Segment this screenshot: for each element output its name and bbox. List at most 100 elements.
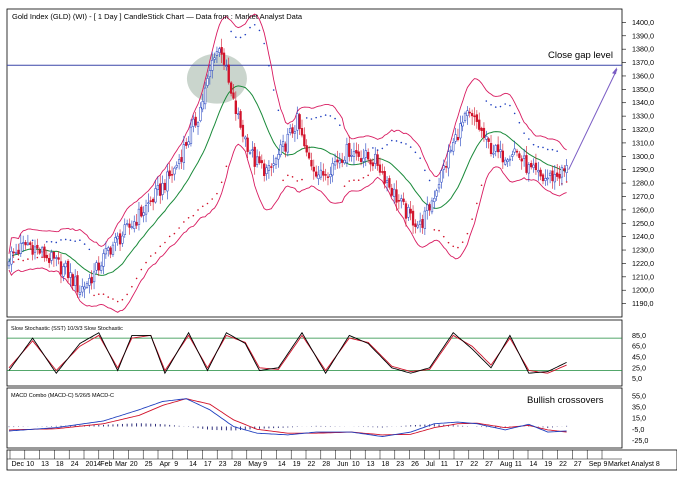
candle-body [338, 160, 341, 164]
sar-dot [339, 124, 341, 127]
candle-body [255, 156, 259, 165]
xtick-label: May [248, 461, 262, 468]
candle-body [128, 223, 131, 228]
price-ytick-label: 1280,0 [632, 179, 654, 188]
candle-body [291, 127, 294, 134]
candle-body [482, 127, 486, 138]
candle-body [43, 246, 46, 258]
candle-body [456, 137, 460, 141]
sar-dot [310, 118, 313, 120]
candle-body [206, 78, 209, 86]
candle-body [201, 101, 204, 110]
sar-dot [178, 227, 180, 229]
sar-dot [287, 174, 289, 177]
sar-dot [523, 132, 525, 134]
price-ytick-label: 1200,0 [632, 286, 654, 295]
macd-ytick-label: -5,0 [632, 425, 644, 434]
xtick-label: 24 [71, 461, 79, 468]
candle-body [229, 82, 233, 94]
xtick-label: Feb [100, 461, 112, 468]
candle-body [383, 171, 386, 184]
candle-body [104, 248, 108, 255]
candle-body [215, 51, 219, 56]
sar-dot [419, 157, 421, 159]
macd-ytick-label: 15,0 [632, 414, 646, 423]
close-gap-annotation: Close gap level [548, 50, 613, 61]
sar-dot [116, 300, 119, 303]
candle-body [298, 114, 301, 129]
sar-dot [424, 169, 426, 172]
sar-dot [509, 104, 511, 107]
sar-dot [381, 147, 384, 150]
macd-ytick-label: 55,0 [632, 391, 646, 400]
candle-body [45, 254, 48, 259]
sar-dot [372, 147, 374, 149]
sar-dot [112, 298, 114, 300]
price-ytick-label: 1400,0 [632, 18, 654, 27]
sar-dot [556, 150, 558, 152]
sar-dot [46, 240, 48, 243]
candle-body [466, 110, 469, 116]
candle-body [237, 113, 240, 115]
price-ytick-label: 1260,0 [632, 205, 654, 214]
stochastic-ytick-label: 65,0 [632, 342, 646, 351]
sar-dot [296, 180, 299, 182]
sar-dot [485, 100, 488, 102]
candle-body [48, 257, 51, 263]
stochastic-ytick-label: 85,0 [632, 331, 646, 340]
sar-dot [154, 252, 157, 254]
candle-body [378, 164, 382, 173]
xtick-label: 9 [174, 461, 178, 468]
footer-brand: Market Analyst 8 [608, 461, 660, 468]
candle-body [265, 167, 268, 174]
candle-body [390, 187, 393, 196]
sar-dot [216, 192, 218, 195]
candle-body [239, 111, 242, 128]
candle-body [154, 188, 157, 203]
candle-body [485, 136, 488, 140]
sar-dot [513, 112, 516, 115]
candle-body [17, 249, 20, 254]
candle-body [133, 221, 136, 229]
xtick-label: 19 [293, 461, 301, 468]
bullish-crossovers-annotation: Bullish crossovers [527, 395, 604, 406]
candle-body [196, 122, 200, 127]
candle-body [461, 121, 464, 127]
sar-dot [135, 277, 138, 280]
candle-body [284, 143, 287, 152]
xtick-label: Aug [500, 461, 513, 468]
candle-body [416, 224, 419, 228]
candle-body [14, 252, 18, 254]
candle-body [333, 161, 337, 166]
candle-body [293, 131, 297, 134]
xtick-label: 26 [411, 461, 419, 468]
candle-body [97, 262, 100, 271]
candle-body [558, 174, 561, 179]
candle-body [388, 178, 391, 188]
candle-body [168, 170, 171, 177]
sar-dot [102, 293, 105, 295]
xtick-label: 18 [56, 461, 64, 468]
sar-dot [452, 245, 455, 248]
candle-body [407, 206, 410, 218]
price-ytick-label: 1230,0 [632, 246, 654, 255]
sar-dot [50, 241, 53, 243]
bollinger-upper-band [8, 13, 567, 254]
sar-dot [320, 115, 322, 118]
candle-body [518, 153, 521, 158]
candle-body [102, 253, 105, 267]
candle-body [345, 143, 349, 163]
sar-dot [41, 256, 43, 258]
sar-dot [400, 141, 403, 144]
candle-body [478, 119, 481, 130]
macd-layer [8, 398, 568, 437]
candle-body [501, 150, 504, 163]
xtick-label: 20 [130, 461, 138, 468]
candle-body [355, 150, 358, 154]
candle-body [409, 208, 412, 214]
stochastic-fast-line [8, 331, 567, 375]
sar-dot [494, 106, 497, 108]
sar-dot [225, 165, 228, 168]
candle-body [494, 145, 497, 152]
xtick-label: 27 [485, 461, 493, 468]
